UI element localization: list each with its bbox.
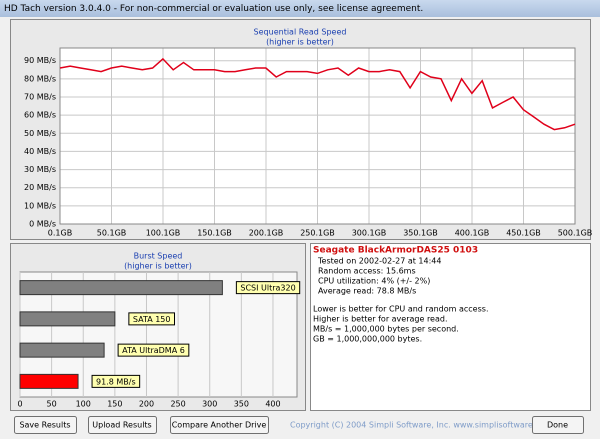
x-tick-label: 0 — [17, 400, 22, 409]
y-tick-label: 80 MB/s — [24, 74, 56, 83]
x-tick-label: 400 — [265, 400, 280, 409]
chart-title: Burst Speed — [134, 252, 183, 261]
x-tick-label: 200 — [139, 400, 154, 409]
note-line: Higher is better for average read. — [313, 315, 448, 324]
y-tick-label: 40 MB/s — [24, 147, 56, 156]
button-label[interactable]: Done — [547, 421, 568, 430]
x-tick-label: 150.1GB — [197, 229, 232, 238]
y-tick-label: 10 MB/s — [24, 201, 56, 210]
window-title: HD Tach version 3.0.4.0 - For non-commer… — [4, 4, 423, 14]
title-bar — [0, 0, 600, 17]
button[interactable] — [170, 416, 269, 434]
result-line: Average read: 78.8 MB/s — [318, 287, 416, 296]
x-tick-label: 350 — [234, 400, 249, 409]
x-tick-label: 300 — [202, 400, 217, 409]
button[interactable] — [88, 416, 157, 434]
bar-label: SCSI Ultra320 — [240, 284, 295, 293]
bar-label-box — [235, 281, 301, 295]
result-line: CPU utilization: 4% (+/- 2%) — [318, 277, 430, 286]
x-tick-label: 350.1GB — [403, 229, 438, 238]
x-tick-label: 0.1GB — [48, 229, 72, 238]
note-line: GB = 1,000,000,000 bytes. — [313, 335, 422, 344]
bar-label-box — [117, 343, 190, 357]
x-tick-label: 50.1GB — [97, 229, 127, 238]
bar-label: ATA UltraDMA 6 — [122, 346, 185, 355]
bar — [19, 342, 105, 358]
x-tick-label: 100.1GB — [146, 229, 181, 238]
note-line: MB/s = 1,000,000 bytes per second. — [313, 325, 459, 334]
x-tick-label: 250.1GB — [300, 229, 335, 238]
y-tick-label: 60 MB/s — [24, 111, 56, 120]
result-line: Tested on 2002-02-27 at 14:44 — [317, 257, 441, 266]
x-tick-label: 400.1GB — [455, 229, 490, 238]
chart-title: Sequential Read Speed — [254, 28, 347, 37]
button[interactable] — [532, 416, 584, 434]
copyright: Copyright (C) 2004 Simpli Software, Inc.… — [290, 421, 553, 430]
button[interactable] — [14, 416, 77, 434]
y-tick-label: 90 MB/s — [24, 56, 56, 65]
chart-subtitle: (higher is better) — [266, 38, 334, 47]
button-label[interactable]: Upload Results — [92, 421, 151, 430]
y-tick-label: 50 MB/s — [24, 129, 56, 138]
bar-label: SATA 150 — [133, 315, 171, 324]
x-tick-label: 200.1GB — [249, 229, 284, 238]
x-tick-label: 100 — [76, 400, 91, 409]
result-line: Random access: 15.6ms — [318, 267, 416, 276]
chart-subtitle: (higher is better) — [124, 262, 192, 271]
info-panel — [310, 243, 591, 411]
button-label[interactable]: Compare Another Drive — [172, 421, 267, 430]
y-tick-label: 20 MB/s — [24, 183, 56, 192]
x-tick-label: 150 — [107, 400, 122, 409]
x-tick-label: 50 — [47, 400, 57, 409]
button-label[interactable]: Save Results — [19, 421, 70, 430]
x-tick-label: 500.1GB — [558, 229, 593, 238]
x-tick-label: 300.1GB — [352, 229, 387, 238]
bar-label-box — [128, 312, 176, 326]
y-tick-label: 30 MB/s — [24, 165, 56, 174]
note-line: Lower is better for CPU and random acces… — [313, 305, 488, 314]
bar — [19, 311, 116, 327]
y-tick-label: 70 MB/s — [24, 92, 56, 101]
bar — [19, 280, 223, 296]
bar — [19, 373, 79, 389]
drive-name: Seagate BlackArmorDAS25 0103 — [313, 246, 478, 256]
x-tick-label: 450.1GB — [506, 229, 541, 238]
bar-label-box — [91, 374, 141, 388]
bar-label: 91.8 MB/s — [96, 377, 136, 386]
y-tick-label: 0 MB/s — [29, 220, 56, 229]
x-tick-label: 250 — [170, 400, 185, 409]
read-line — [59, 57, 576, 131]
plot-border — [59, 47, 576, 225]
